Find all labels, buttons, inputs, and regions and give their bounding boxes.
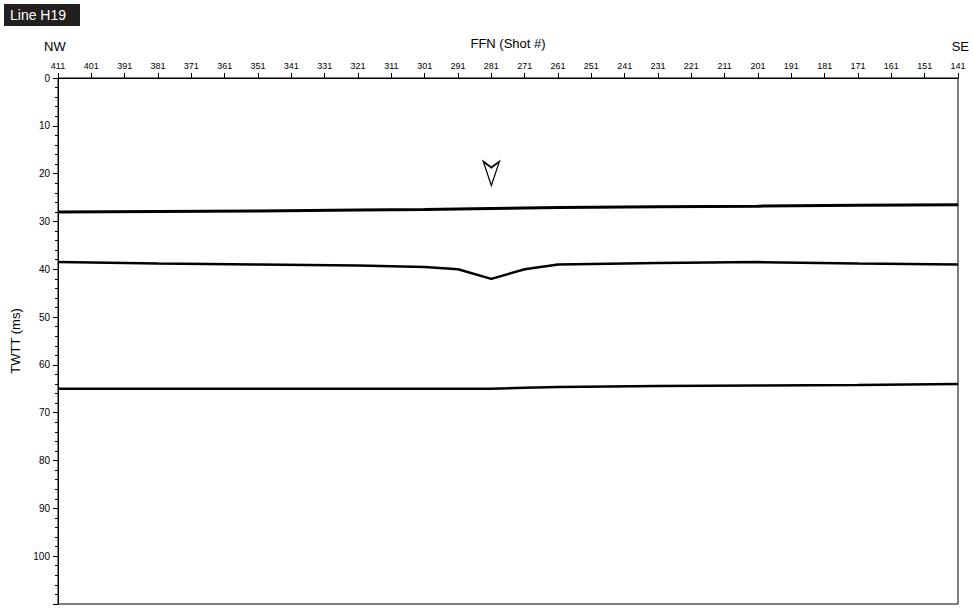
svg-text:141: 141 bbox=[950, 61, 965, 71]
svg-text:NW: NW bbox=[44, 39, 66, 54]
svg-text:411: 411 bbox=[51, 61, 65, 71]
svg-text:341: 341 bbox=[284, 61, 299, 71]
svg-text:211: 211 bbox=[717, 61, 731, 71]
svg-text:0: 0 bbox=[44, 73, 50, 84]
svg-text:201: 201 bbox=[750, 61, 765, 71]
svg-text:351: 351 bbox=[250, 61, 265, 71]
svg-text:171: 171 bbox=[850, 61, 865, 71]
svg-text:70: 70 bbox=[39, 407, 51, 418]
svg-text:251: 251 bbox=[584, 61, 599, 71]
svg-text:261: 261 bbox=[550, 61, 565, 71]
svg-text:30: 30 bbox=[39, 216, 51, 227]
svg-text:50: 50 bbox=[39, 312, 51, 323]
svg-text:361: 361 bbox=[217, 61, 232, 71]
svg-text:100: 100 bbox=[33, 551, 50, 562]
svg-text:271: 271 bbox=[517, 61, 532, 71]
svg-text:40: 40 bbox=[39, 264, 51, 275]
svg-text:FFN (Shot #): FFN (Shot #) bbox=[470, 36, 545, 51]
svg-text:151: 151 bbox=[917, 61, 932, 71]
svg-text:281: 281 bbox=[484, 61, 499, 71]
svg-text:191: 191 bbox=[784, 61, 799, 71]
svg-text:311: 311 bbox=[384, 61, 398, 71]
svg-text:60: 60 bbox=[39, 359, 51, 370]
svg-text:321: 321 bbox=[350, 61, 365, 71]
svg-text:391: 391 bbox=[117, 61, 132, 71]
svg-text:90: 90 bbox=[39, 503, 51, 514]
svg-text:401: 401 bbox=[84, 61, 99, 71]
svg-text:291: 291 bbox=[450, 61, 465, 71]
svg-text:80: 80 bbox=[39, 455, 51, 466]
svg-text:SE: SE bbox=[952, 39, 970, 54]
svg-text:231: 231 bbox=[650, 61, 665, 71]
svg-text:20: 20 bbox=[39, 168, 51, 179]
svg-text:10: 10 bbox=[39, 120, 51, 131]
svg-text:181: 181 bbox=[817, 61, 832, 71]
svg-text:221: 221 bbox=[684, 61, 699, 71]
svg-text:301: 301 bbox=[417, 61, 432, 71]
svg-text:TWTT (ms): TWTT (ms) bbox=[8, 308, 23, 373]
svg-text:331: 331 bbox=[317, 61, 332, 71]
svg-text:371: 371 bbox=[184, 61, 199, 71]
svg-text:Line H19: Line H19 bbox=[10, 7, 66, 23]
svg-text:241: 241 bbox=[617, 61, 632, 71]
svg-text:381: 381 bbox=[150, 61, 165, 71]
svg-text:161: 161 bbox=[884, 61, 899, 71]
